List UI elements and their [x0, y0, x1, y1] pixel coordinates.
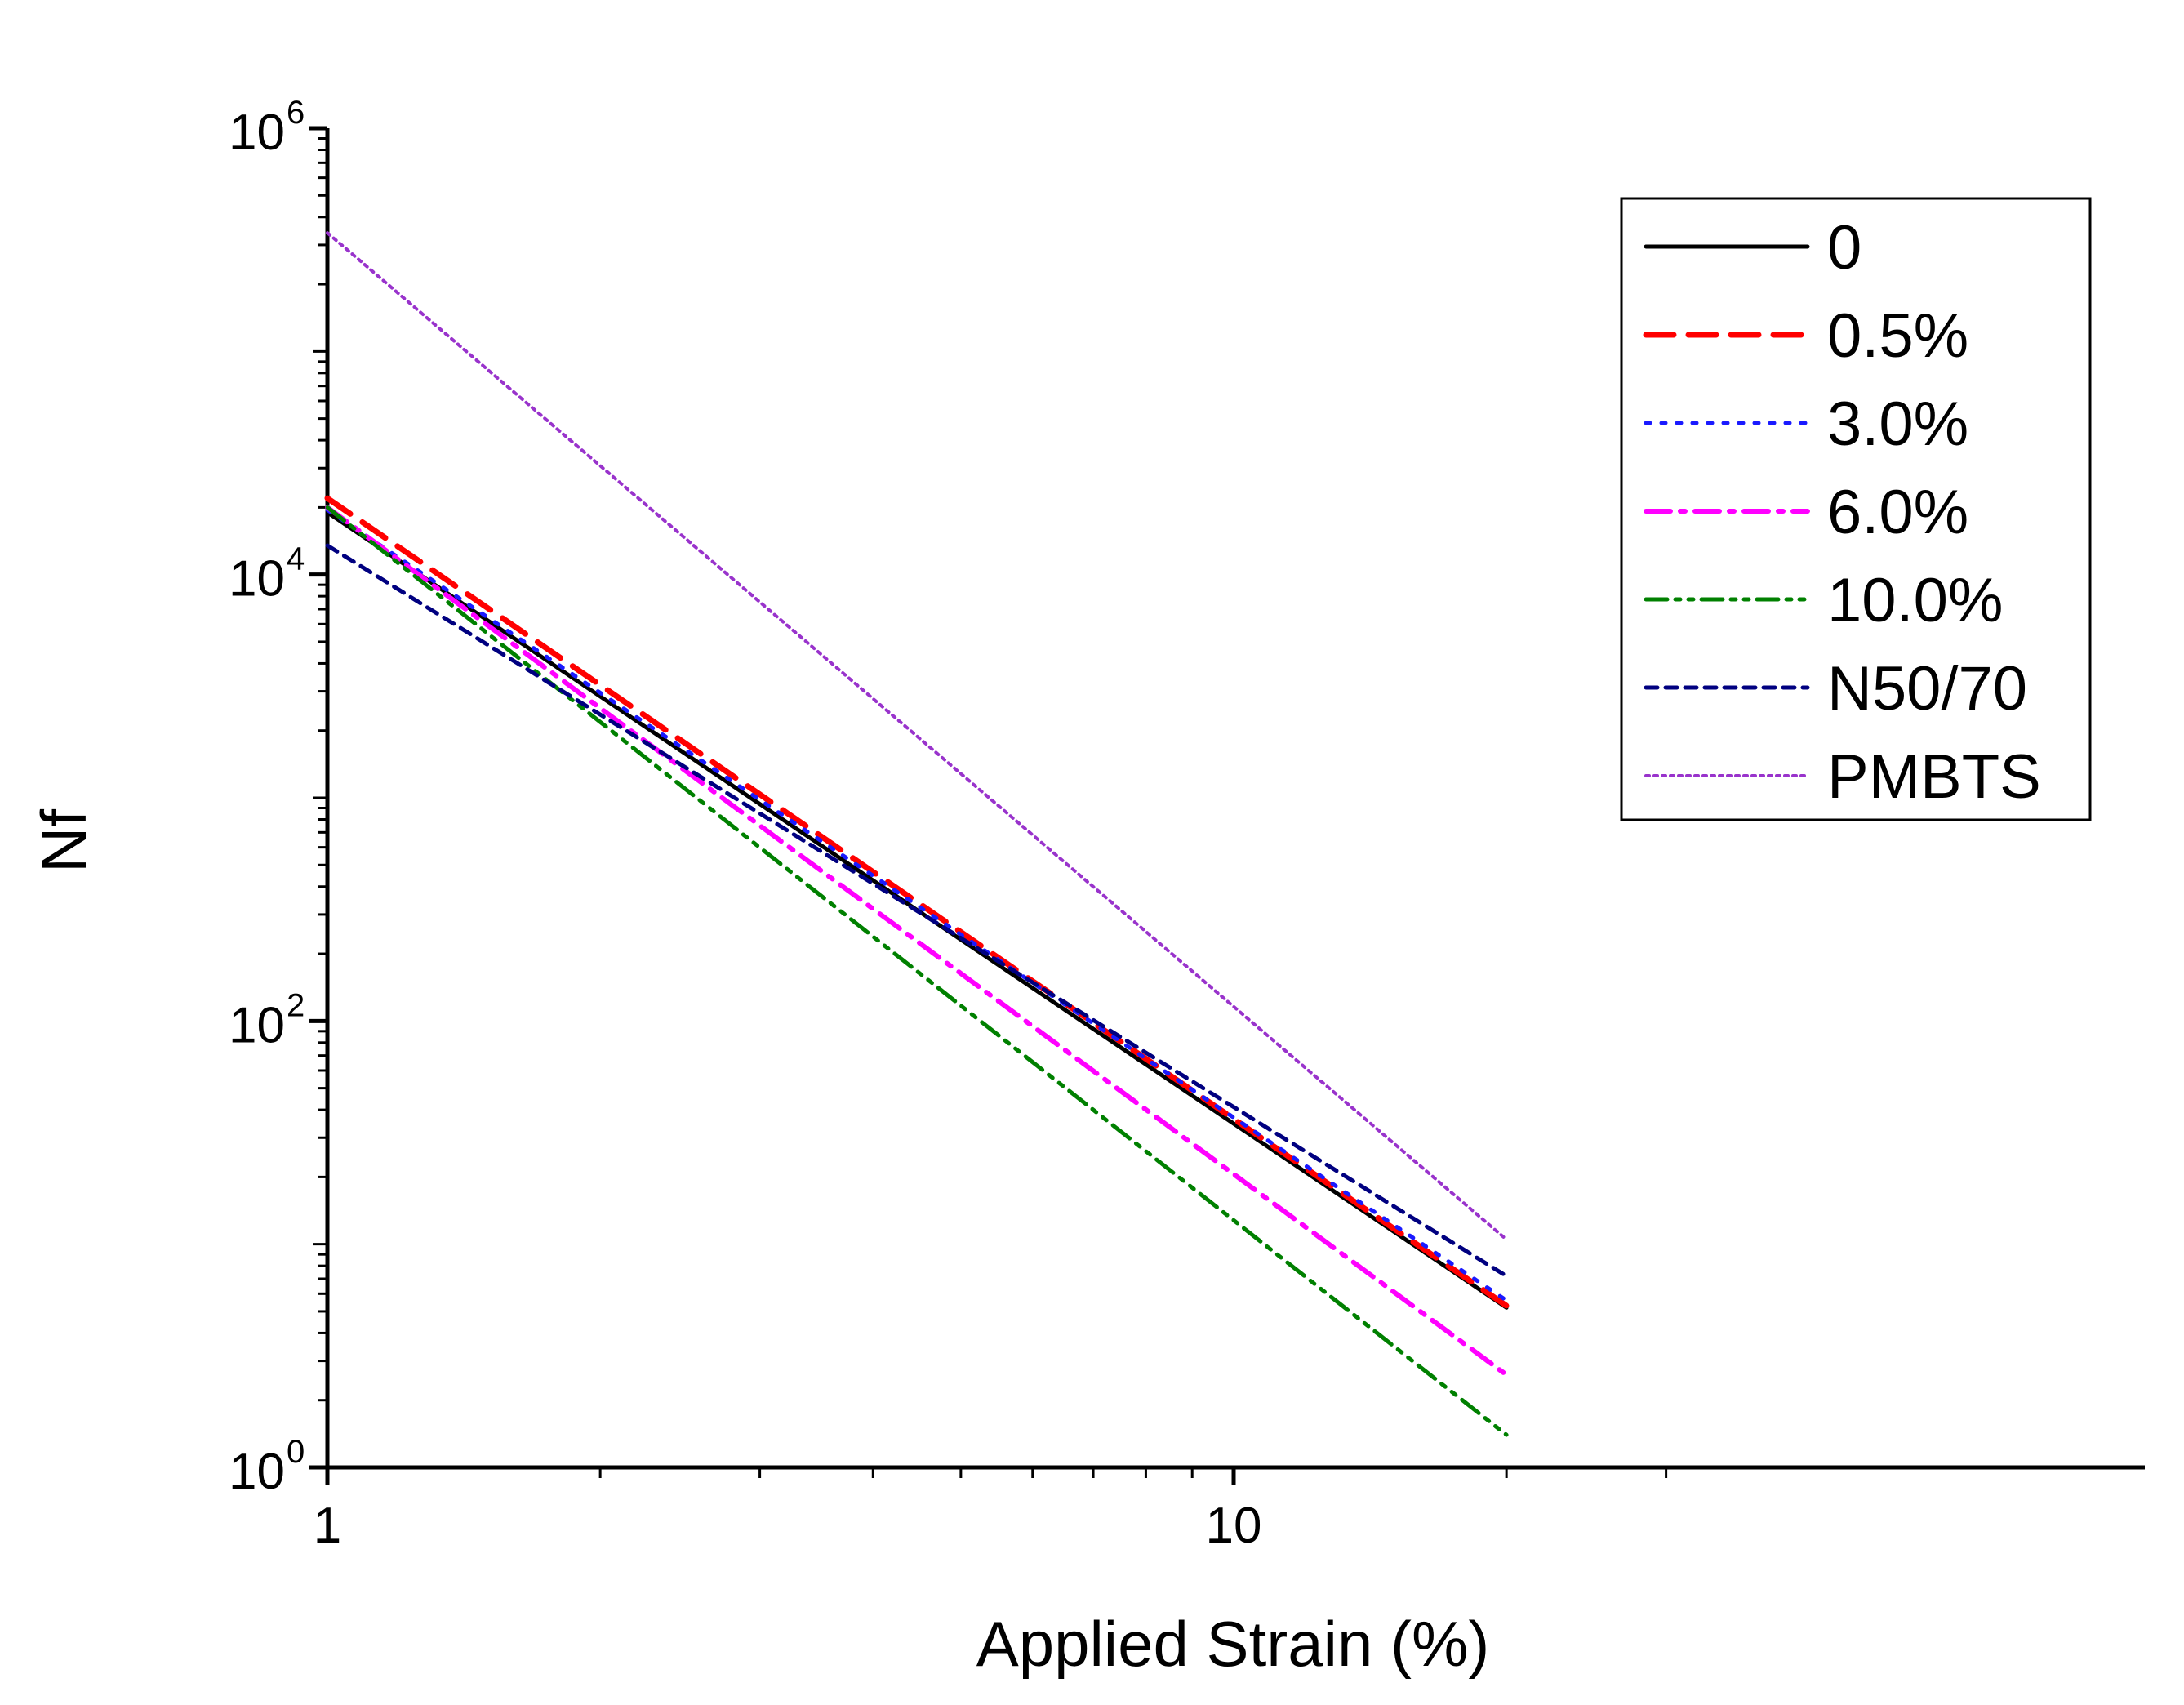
tick-marks: [309, 126, 1668, 1485]
legend-label-3: 6.0%: [1827, 478, 1968, 547]
x-axis-label: Applied Strain (%): [976, 1608, 1490, 1680]
y-tick-label: 10: [229, 997, 285, 1053]
y-tick-label-exponent: 6: [287, 95, 305, 131]
series-line-5: [325, 543, 1509, 1279]
y-tick-label: 10: [229, 1444, 285, 1500]
y-tick-label: 10: [229, 551, 285, 608]
legend-label-6: PMBTS: [1827, 742, 2041, 812]
x-tick-label: 10: [1206, 1498, 1262, 1554]
series-line-6: [326, 231, 1509, 1241]
series-lines: [324, 231, 1510, 1437]
y-tick-label: 10: [229, 105, 285, 161]
series-line-1: [324, 495, 1510, 1309]
y-tick-label-exponent: 0: [287, 1434, 305, 1470]
y-tick-label-exponent: 4: [287, 541, 305, 577]
y-tick-label-exponent: 2: [287, 987, 305, 1023]
legend-label-4: 10.0%: [1827, 566, 2004, 635]
legend-label-1: 0.5%: [1827, 301, 1968, 371]
series-line-2: [325, 507, 1509, 1302]
legend: 0 0.5% 3.0% 6.0% 10.0% N50/70 PMBTS: [1620, 197, 2092, 821]
series-line-3: [325, 505, 1510, 1378]
legend-label-5: N50/70: [1827, 654, 2027, 723]
legend-label-2: 3.0%: [1827, 390, 1968, 459]
x-tick-label: 1: [314, 1498, 341, 1554]
y-axis-label: Nf: [28, 809, 100, 873]
legend-label-0: 0: [1827, 213, 1862, 283]
series-line-4: [325, 505, 1509, 1437]
